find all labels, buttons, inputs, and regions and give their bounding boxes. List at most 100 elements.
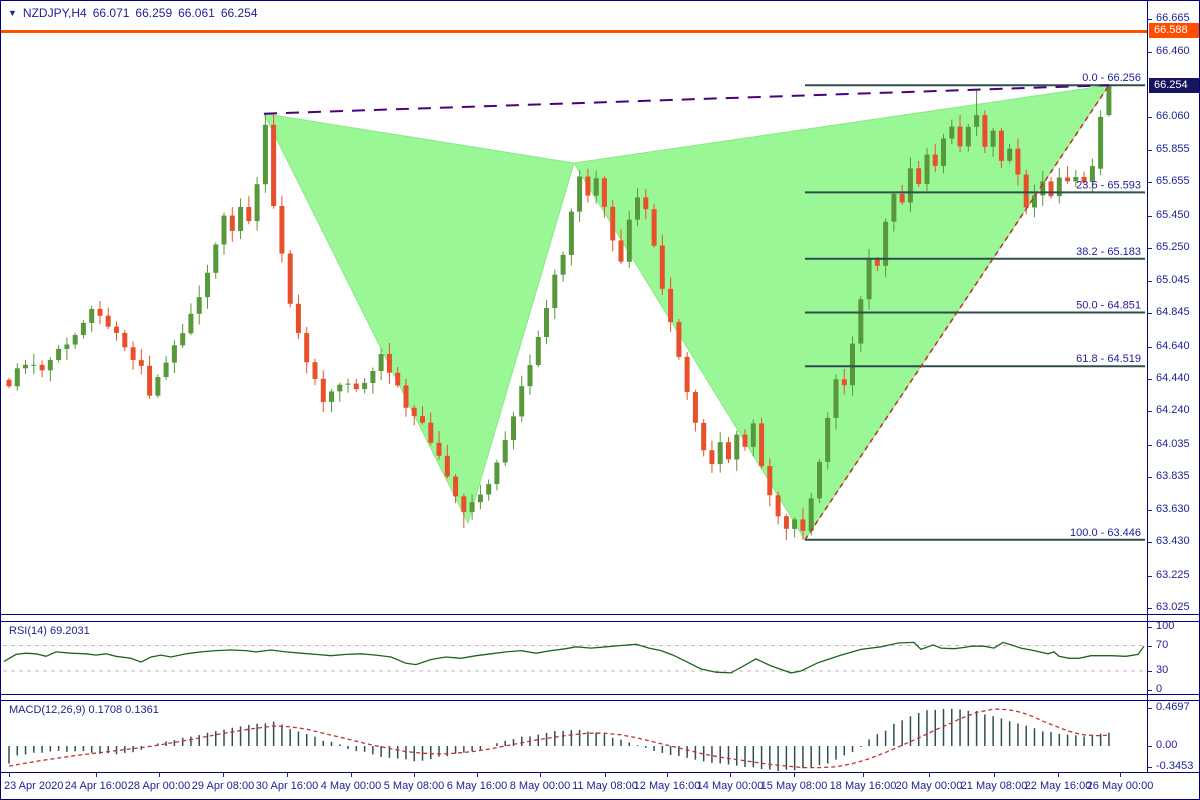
candle-body: [395, 372, 401, 386]
time-tick-label: 24 Apr 16:00: [64, 780, 128, 792]
candle-body: [858, 299, 864, 344]
candle-body: [519, 386, 525, 417]
time-tick-label: 14 May 00:00: [696, 780, 764, 792]
candle-body: [304, 333, 310, 363]
candle-body: [783, 516, 789, 529]
candle-body: [635, 197, 640, 220]
pattern-triangle[interactable]: [263, 113, 575, 525]
macd-scale-label: -0.3453: [1156, 760, 1194, 772]
candle-body: [800, 519, 806, 531]
candle-body: [577, 176, 583, 212]
time-tick-label: 12 May 16:00: [633, 780, 701, 792]
candle-body: [1015, 148, 1021, 175]
candle-body: [213, 244, 219, 273]
candle-body: [238, 207, 244, 231]
candle-body: [618, 240, 624, 262]
price-tick: [1148, 182, 1152, 183]
price-tick: [1148, 671, 1152, 672]
symbol-header[interactable]: ▼ NZDJPY,H4 66.071 66.259 66.061 66.254: [8, 6, 258, 20]
candle-body: [80, 322, 86, 336]
pane-separator: [1, 621, 1199, 622]
candle-body: [122, 332, 128, 348]
price-chart-canvas[interactable]: 0.0 - 66.256 23.6 - 65.593 38.2 - 65.183 50…: [1, 1, 1147, 614]
time-tick-label: 22 May 16:00: [1024, 780, 1092, 792]
candles-layer: [6, 84, 1112, 540]
candle-body: [486, 484, 492, 495]
price-tick-label: 63.630: [1156, 503, 1190, 515]
macd-canvas[interactable]: [1, 701, 1147, 772]
candle-body: [552, 274, 558, 308]
candle-body: [47, 360, 53, 371]
candle-body: [841, 379, 847, 386]
time-tick: [605, 773, 606, 777]
price-scale-separator: [1147, 1, 1148, 773]
candle-body: [469, 502, 475, 512]
symbol-dropdown-icon[interactable]: ▼: [8, 8, 17, 18]
candle-body: [64, 344, 70, 349]
candle-body: [560, 254, 566, 275]
time-tick-label: 21 May 08:00: [960, 780, 1028, 792]
candle-body: [72, 335, 78, 345]
main-chart-pane[interactable]: 0.0 - 66.256 23.6 - 65.593 38.2 - 65.183 50…: [1, 1, 1147, 614]
candle-body: [56, 348, 62, 360]
candle-body: [1023, 174, 1029, 208]
rsi-scale-label: 0: [1156, 683, 1163, 695]
candle-body: [701, 422, 707, 451]
candle-body: [138, 360, 144, 366]
rsi-scale-label: 30: [1156, 664, 1169, 676]
candle-body: [337, 384, 343, 392]
price-tick: [1148, 281, 1152, 282]
candle-body: [221, 215, 227, 245]
candle-body: [1032, 195, 1037, 208]
candle-body: [651, 209, 657, 246]
price-tick: [1148, 510, 1152, 511]
candle-body: [850, 343, 855, 386]
price-tick: [1148, 117, 1152, 118]
time-tick: [287, 773, 288, 777]
candle-body: [494, 462, 500, 485]
price-tick-label: 65.450: [1156, 209, 1190, 221]
candle-body: [403, 385, 409, 408]
candle-body: [759, 423, 765, 467]
candle-body: [825, 417, 831, 462]
candle-body: [378, 354, 384, 371]
price-tick-label: 63.835: [1156, 470, 1190, 482]
candle-body: [6, 379, 12, 387]
fib-retracement[interactable]: 0.0 - 66.256 23.6 - 65.593 38.2 - 65.183 50…: [805, 72, 1145, 541]
candle-body: [353, 383, 359, 390]
price-tick-label: 64.035: [1156, 438, 1190, 450]
candle-body: [949, 126, 955, 139]
candle-body: [370, 371, 376, 383]
candle-body: [891, 194, 897, 222]
candle-body: [461, 496, 467, 512]
trend-dashed-line[interactable]: [263, 84, 1110, 115]
candle-body: [105, 315, 111, 327]
candle-body: [428, 422, 434, 443]
candle-body: [39, 364, 45, 371]
rsi-canvas[interactable]: [1, 622, 1147, 694]
candle-body: [957, 126, 963, 147]
price-scale[interactable]: 66.665 66.460 66.060 65.855 65.655 65.450 65.2…: [1148, 1, 1199, 773]
time-tick: [929, 773, 930, 777]
rsi-pane[interactable]: [1, 622, 1147, 694]
candle-body: [246, 207, 252, 222]
retest-dashed-line[interactable]: [804, 84, 1110, 541]
time-tick: [351, 773, 352, 777]
candle-body: [535, 337, 541, 366]
candle-body: [817, 461, 822, 499]
price-tick: [1148, 248, 1152, 249]
time-tick-label: 15 May 08:00: [760, 780, 828, 792]
candle-body: [866, 259, 872, 300]
price-tick: [1148, 690, 1152, 691]
current-price-badge[interactable]: 66.254: [1149, 78, 1199, 93]
price-tick-label: 63.430: [1156, 535, 1190, 547]
price-tick-label: 66.665: [1156, 12, 1190, 24]
alert-price-badge[interactable]: 66.588: [1149, 23, 1199, 38]
time-tick: [667, 773, 668, 777]
time-axis[interactable]: 23 Apr 2020 24 Apr 16:00 28 Apr 00:00 29 Ap…: [1, 773, 1199, 799]
time-tick: [863, 773, 864, 777]
macd-pane[interactable]: [1, 701, 1147, 772]
candle-body: [1098, 116, 1104, 169]
price-tick: [1148, 313, 1152, 314]
price-tick-label: 66.460: [1156, 45, 1190, 57]
